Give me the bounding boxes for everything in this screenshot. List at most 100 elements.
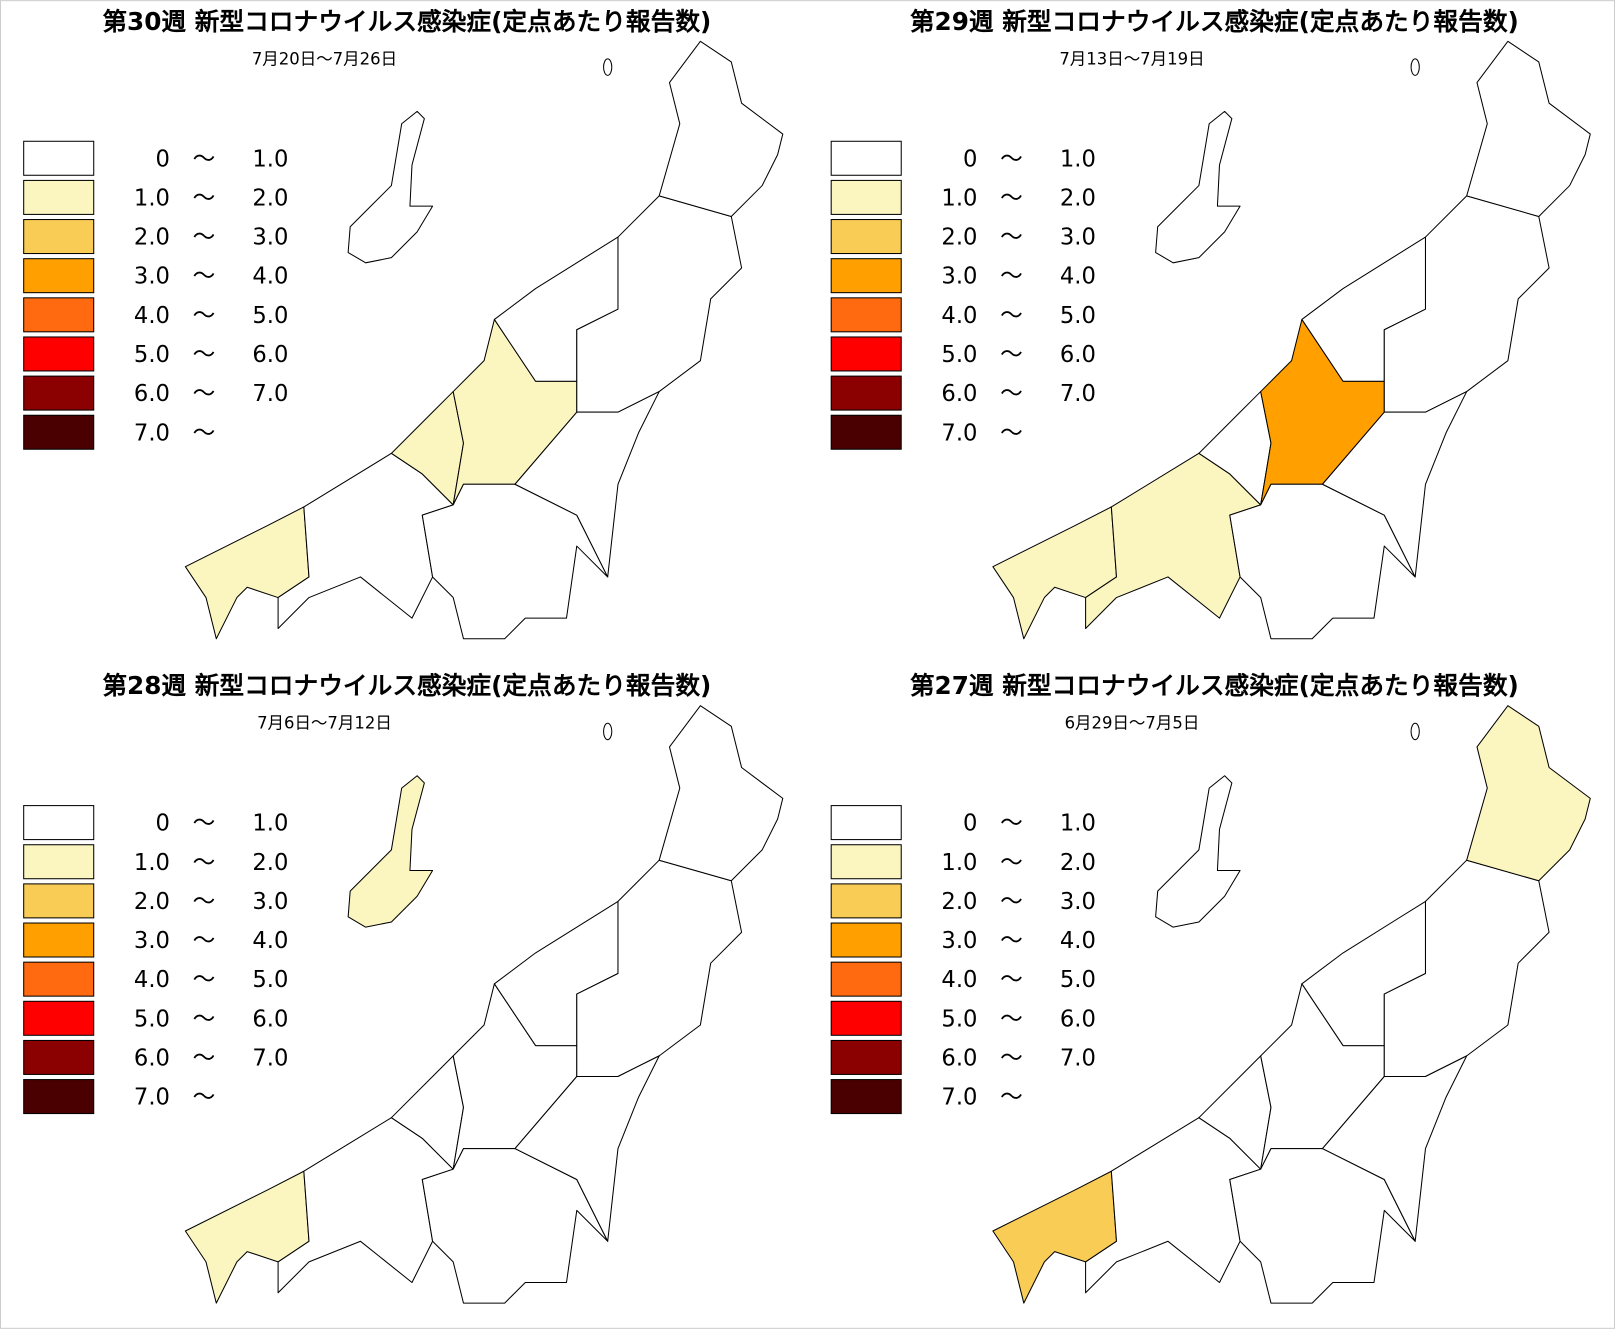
legend-from: 0 (156, 811, 170, 837)
region (1466, 40, 1591, 217)
legend-from: 5.0 (941, 1006, 977, 1032)
legend-from: 7.0 (941, 1085, 977, 1111)
legend-swatch (23, 375, 95, 411)
region (184, 506, 310, 640)
legend-from: 5.0 (941, 342, 977, 368)
legend-from: 6.0 (134, 1045, 170, 1071)
legend-to: 7.0 (1060, 381, 1096, 407)
legend-to: 2.0 (252, 185, 288, 211)
legend-from: 2.0 (941, 889, 977, 915)
legend-sep: ～ (193, 303, 216, 329)
legend-to: 1.0 (1060, 146, 1096, 172)
legend-to: 5.0 (1060, 303, 1096, 329)
legend-sep: ～ (193, 1006, 216, 1032)
panel-title: 第29週 新型コロナウイルス感染症(定点あたり報告数) (910, 7, 1519, 36)
legend-from: 7.0 (134, 1085, 170, 1111)
legend-swatch (830, 1079, 902, 1115)
panel-title: 第27週 新型コロナウイルス感染症(定点あたり報告数) (910, 671, 1519, 700)
legend-swatch (23, 1000, 95, 1036)
legend-swatch (23, 179, 95, 215)
legend-to: 4.0 (252, 264, 288, 290)
legend-swatch (830, 375, 902, 411)
legend-sep: ～ (1000, 1045, 1023, 1071)
legend-to: 7.0 (252, 381, 288, 407)
region (514, 1055, 660, 1242)
legend-swatch (23, 219, 95, 255)
legend-sep: ～ (193, 185, 216, 211)
legend-swatch (23, 883, 95, 919)
legend-to: 1.0 (1060, 811, 1096, 837)
legend-from: 1.0 (134, 850, 170, 876)
legend-swatch (23, 297, 95, 333)
legend-from: 0 (963, 146, 977, 172)
legend-swatch (23, 922, 95, 958)
legend-to: 3.0 (1060, 225, 1096, 251)
legend-from: 1.0 (134, 185, 170, 211)
island (603, 58, 613, 76)
region (992, 506, 1118, 640)
region (1155, 110, 1241, 264)
legend-sep: ～ (193, 811, 216, 837)
legend-sep: ～ (193, 342, 216, 368)
legend-swatch (23, 961, 95, 997)
legend-to: 2.0 (1060, 850, 1096, 876)
legend-to: 1.0 (252, 811, 288, 837)
legend-to: 5.0 (252, 303, 288, 329)
legend-swatch (830, 258, 902, 294)
legend-from: 1.0 (941, 850, 977, 876)
legend-from: 4.0 (134, 303, 170, 329)
panel: 第29週 新型コロナウイルス感染症(定点あたり報告数) 7月13日～7月19日 0 ～… (830, 7, 1591, 640)
legend-sep: ～ (1000, 1006, 1023, 1032)
legend-swatch (23, 140, 95, 176)
legend-swatch (830, 219, 902, 255)
legend-from: 2.0 (941, 225, 977, 251)
region (347, 775, 434, 928)
legend-swatch (830, 961, 902, 997)
panel-period: 7月13日～7月19日 (1059, 49, 1204, 68)
legend-to: 1.0 (252, 146, 288, 172)
legend-sep: ～ (1000, 264, 1023, 290)
legend-swatch (830, 1000, 902, 1036)
legend-from: 1.0 (941, 185, 977, 211)
legend-swatch (23, 844, 95, 880)
legend-swatch (830, 1039, 902, 1075)
region (1321, 1055, 1468, 1242)
legend-to: 5.0 (252, 967, 288, 993)
region (1466, 705, 1591, 882)
legend-from: 2.0 (134, 889, 170, 915)
legend-sep: ～ (193, 889, 216, 915)
legend-swatch (830, 922, 902, 958)
legend-to: 6.0 (252, 1006, 288, 1032)
legend-sep: ～ (193, 146, 216, 172)
region (184, 1170, 310, 1304)
legend-swatch (830, 140, 902, 176)
legend-from: 3.0 (134, 928, 170, 954)
legend-to: 4.0 (252, 928, 288, 954)
legend-to: 7.0 (252, 1045, 288, 1071)
region (658, 40, 784, 217)
legend-to: 6.0 (1060, 342, 1096, 368)
legend-swatch (830, 805, 902, 841)
legend-to: 3.0 (252, 225, 288, 251)
legend-swatch (830, 844, 902, 880)
legend-sep: ～ (193, 264, 216, 290)
legend-sep: ～ (1000, 850, 1023, 876)
legend-from: 6.0 (134, 381, 170, 407)
legend-from: 2.0 (134, 225, 170, 251)
legend-swatch (23, 258, 95, 294)
legend-from: 6.0 (941, 381, 977, 407)
legend-swatch (23, 414, 95, 450)
legend-sep: ～ (1000, 225, 1023, 251)
region (1321, 391, 1468, 578)
legend-sep: ～ (1000, 381, 1023, 407)
panel-period: 7月6日～7月12日 (257, 714, 392, 733)
legend-from: 0 (963, 811, 977, 837)
region (658, 705, 784, 882)
legend-from: 5.0 (134, 342, 170, 368)
island (1410, 58, 1420, 76)
panel-title: 第30週 新型コロナウイルス感染症(定点あたり報告数) (102, 7, 711, 36)
legend-from: 3.0 (134, 264, 170, 290)
legend-sep: ～ (193, 381, 216, 407)
legend-from: 6.0 (941, 1045, 977, 1071)
